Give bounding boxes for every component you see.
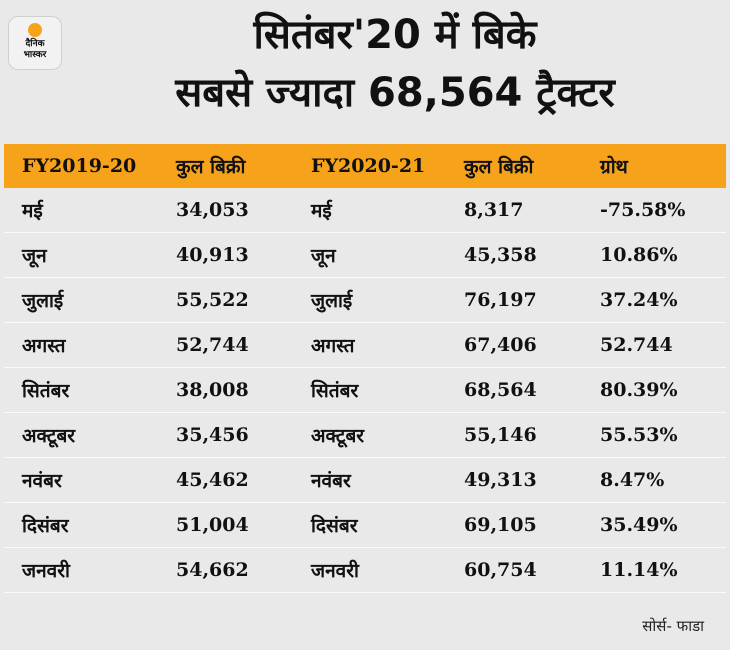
sales-2019-cell: 55,522 xyxy=(176,289,249,311)
dainik-bhaskar-logo: दैनिक भास्कर xyxy=(8,16,62,70)
header-fy2019-20: FY2019-20 xyxy=(22,155,137,177)
table-row: नवंबर 45,462 नवंबर 49,313 8.47% xyxy=(4,458,726,503)
logo-text-line1: दैनिक xyxy=(25,39,45,49)
sales-2019-cell: 45,462 xyxy=(176,469,249,491)
sales-2019-cell: 40,913 xyxy=(176,244,249,266)
growth-cell: 8.47% xyxy=(600,469,665,491)
logo-text-line2: भास्कर xyxy=(23,50,47,60)
sales-2019-cell: 52,744 xyxy=(176,334,249,356)
month-2020-cell: जून xyxy=(311,245,336,267)
growth-cell: -75.58% xyxy=(600,199,686,221)
header-growth: ग्रोथ xyxy=(600,156,628,178)
table-body: मई 34,053 मई 8,317 -75.58% जून 40,913 जून 45,358… xyxy=(4,188,726,593)
month-2019-cell: अगस्त xyxy=(22,335,66,357)
month-2020-cell: मई xyxy=(311,200,332,222)
chart-title: सितंबर'20 में बिके सबसे ज्यादा 68,564 ट्… xyxy=(70,6,720,122)
sales-2020-cell: 45,358 xyxy=(464,244,537,266)
sales-2020-cell: 8,317 xyxy=(464,199,524,221)
month-2019-cell: जुलाई xyxy=(22,290,64,312)
sales-2019-cell: 35,456 xyxy=(176,424,249,446)
sales-2019-cell: 51,004 xyxy=(176,514,249,536)
month-2019-cell: जून xyxy=(22,245,47,267)
sales-2020-cell: 76,197 xyxy=(464,289,537,311)
month-2020-cell: अगस्त xyxy=(311,335,355,357)
table-row: अगस्त 52,744 अगस्त 67,406 52.744 xyxy=(4,323,726,368)
sales-table: FY2019-20 कुल बिक्री FY2020-21 कुल बिक्र… xyxy=(4,144,726,593)
sales-2020-cell: 55,146 xyxy=(464,424,537,446)
table-row: अक्टूबर 35,456 अक्टूबर 55,146 55.53% xyxy=(4,413,726,458)
month-2020-cell: दिसंबर xyxy=(311,515,358,537)
title-line-1: सितंबर'20 में बिके xyxy=(253,12,537,58)
growth-cell: 10.86% xyxy=(600,244,678,266)
month-2019-cell: अक्टूबर xyxy=(22,425,76,447)
sales-2020-cell: 60,754 xyxy=(464,559,537,581)
month-2019-cell: दिसंबर xyxy=(22,515,69,537)
growth-cell: 55.53% xyxy=(600,424,678,446)
header-total-sales-2019: कुल बिक्री xyxy=(176,156,246,178)
month-2020-cell: जुलाई xyxy=(311,290,353,312)
month-2020-cell: अक्टूबर xyxy=(311,425,365,447)
sales-2020-cell: 68,564 xyxy=(464,379,537,401)
sales-2020-cell: 67,406 xyxy=(464,334,537,356)
sales-2020-cell: 49,313 xyxy=(464,469,537,491)
table-row: जनवरी 54,662 जनवरी 60,754 11.14% xyxy=(4,548,726,593)
source-note: सोर्स- फाडा xyxy=(642,617,704,635)
growth-cell: 80.39% xyxy=(600,379,678,401)
month-2019-cell: नवंबर xyxy=(22,470,62,492)
header-fy2020-21: FY2020-21 xyxy=(311,155,426,177)
table-row: मई 34,053 मई 8,317 -75.58% xyxy=(4,188,726,233)
table-header: FY2019-20 कुल बिक्री FY2020-21 कुल बिक्र… xyxy=(4,144,726,188)
month-2020-cell: नवंबर xyxy=(311,470,351,492)
sales-2019-cell: 54,662 xyxy=(176,559,249,581)
table-row: सितंबर 38,008 सितंबर 68,564 80.39% xyxy=(4,368,726,413)
growth-cell: 37.24% xyxy=(600,289,678,311)
month-2019-cell: मई xyxy=(22,200,43,222)
growth-cell: 52.744 xyxy=(600,334,673,356)
table-row: जून 40,913 जून 45,358 10.86% xyxy=(4,233,726,278)
sales-2019-cell: 38,008 xyxy=(176,379,249,401)
month-2020-cell: जनवरी xyxy=(311,560,359,582)
month-2019-cell: सितंबर xyxy=(22,380,70,402)
sales-2020-cell: 69,105 xyxy=(464,514,537,536)
growth-cell: 35.49% xyxy=(600,514,678,536)
table-row: दिसंबर 51,004 दिसंबर 69,105 35.49% xyxy=(4,503,726,548)
growth-cell: 11.14% xyxy=(600,559,678,581)
table-row: जुलाई 55,522 जुलाई 76,197 37.24% xyxy=(4,278,726,323)
header-total-sales-2020: कुल बिक्री xyxy=(464,156,534,178)
sun-logo-icon xyxy=(28,23,42,37)
month-2020-cell: सितंबर xyxy=(311,380,359,402)
month-2019-cell: जनवरी xyxy=(22,560,70,582)
sales-2019-cell: 34,053 xyxy=(176,199,249,221)
title-line-2: सबसे ज्यादा 68,564 ट्रैक्टर xyxy=(175,70,615,116)
